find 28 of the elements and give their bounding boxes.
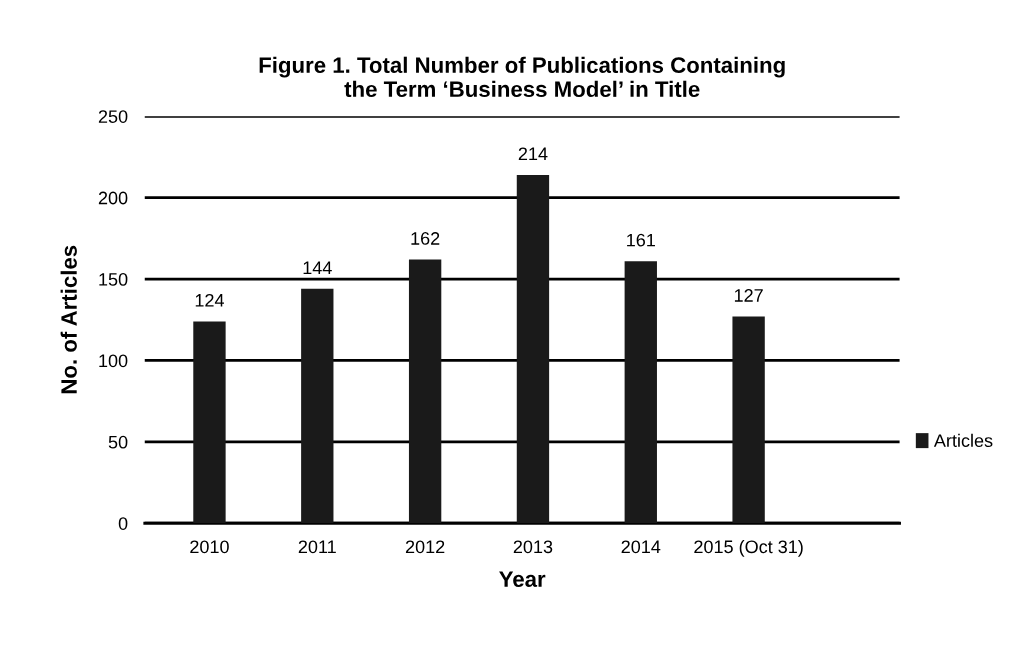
bar — [301, 288, 334, 524]
y-tick-label: 0 — [118, 517, 128, 530]
y-tick-label: 100 — [99, 354, 128, 368]
data-label: 162 — [411, 232, 440, 245]
x-tick-label: 2011 — [298, 540, 336, 554]
bar — [516, 174, 550, 524]
x-axis-title: Year — [499, 571, 546, 587]
x-tick-label: 2013 — [513, 540, 553, 554]
y-tick-label: 250 — [98, 110, 128, 123]
chart-title: Figure 1. Total Number of Publications Containing the Term ‘Business Model’ in Title — [259, 56, 785, 98]
y-tick-label: 200 — [98, 191, 128, 205]
y-axis-title: No. of Articles — [60, 245, 77, 394]
data-label: 161 — [627, 233, 655, 247]
x-tick-label: 2012 — [405, 540, 445, 554]
data-label: 214 — [518, 147, 548, 161]
bar — [732, 316, 765, 524]
x-tick-label: 2015 (Oct 31) — [694, 539, 803, 557]
y-tick-label: 50 — [108, 435, 128, 449]
bar — [408, 259, 442, 524]
data-label: 127 — [734, 289, 763, 302]
x-tick-label: 2014 — [621, 540, 661, 554]
bar — [193, 321, 226, 524]
data-label: 144 — [303, 261, 332, 274]
data-label: 124 — [195, 293, 224, 307]
legend-label: Articles — [933, 433, 993, 448]
bar — [624, 261, 657, 524]
x-tick-label: 2010 — [190, 540, 229, 554]
y-tick-label: 150 — [99, 273, 128, 286]
